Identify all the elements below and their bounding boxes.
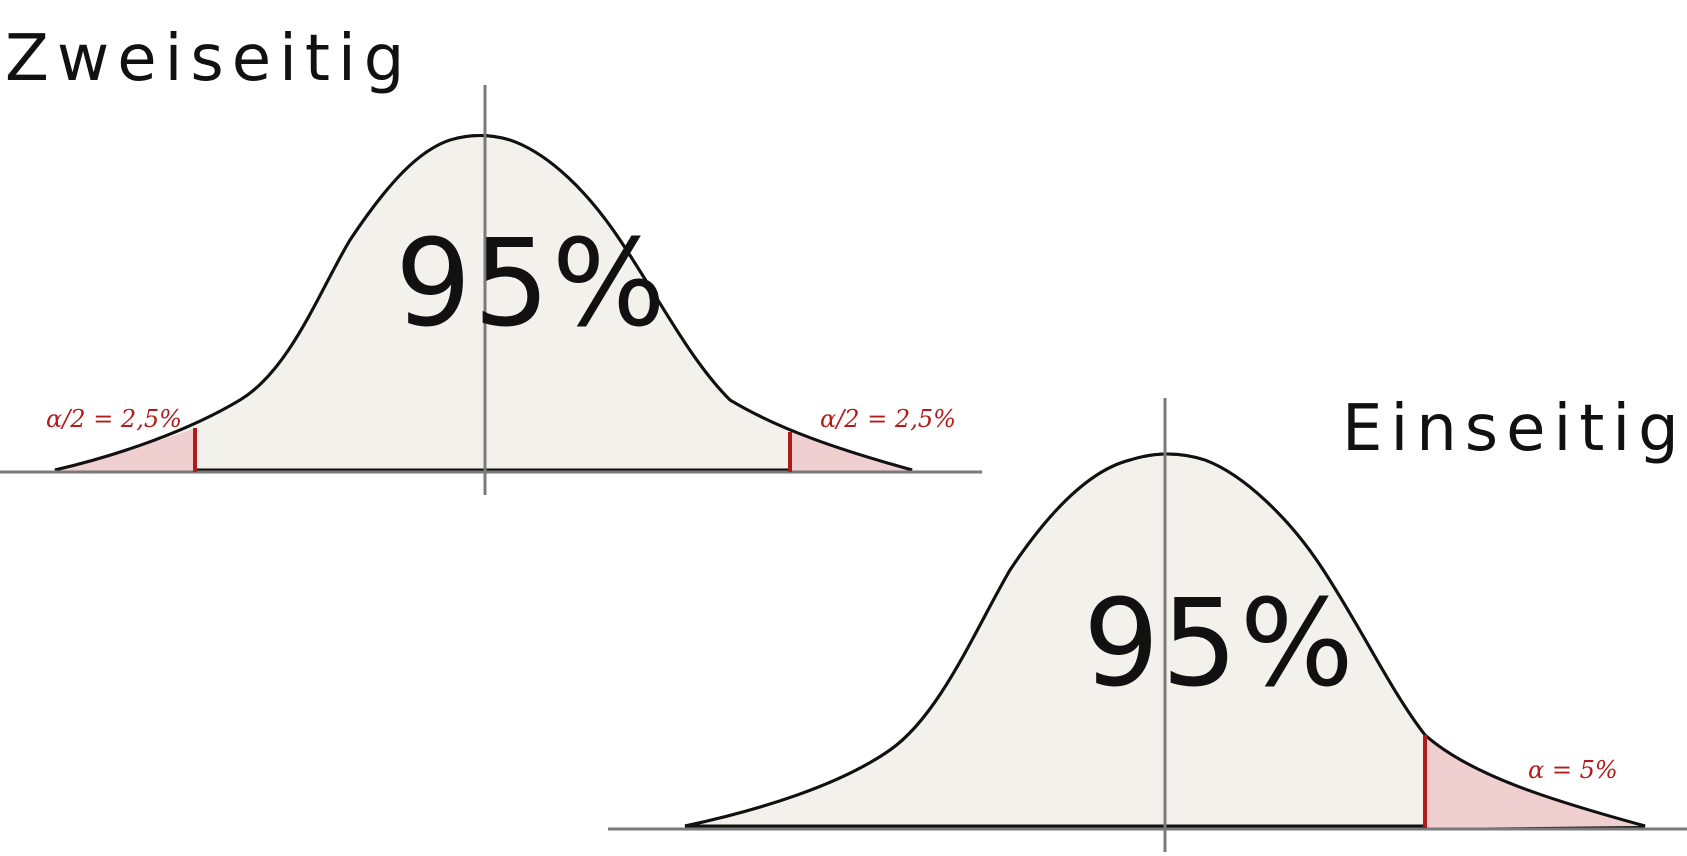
two-sided-center-label: 95% (395, 215, 668, 354)
one-sided-diagram: Einseitig 95% α = 5% (608, 392, 1687, 852)
one-sided-title: Einseitig (1342, 392, 1687, 466)
one-sided-right-tail-area (1425, 735, 1643, 828)
two-sided-right-tail-label: α/2 = 2,5% (820, 405, 956, 433)
two-sided-diagram: Zweiseitig 95% α/2 = 2,5% α/2 = 2,5% (0, 22, 982, 495)
one-sided-tail-label: α = 5% (1528, 756, 1618, 784)
one-sided-curve-outline (684, 452, 1646, 828)
one-sided-center-label: 95% (1083, 575, 1356, 714)
two-sided-left-tail-label: α/2 = 2,5% (46, 405, 182, 433)
two-sided-title: Zweiseitig (5, 22, 412, 96)
two-sided-curve-outline (54, 134, 913, 472)
